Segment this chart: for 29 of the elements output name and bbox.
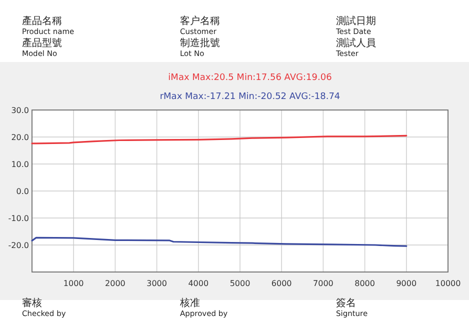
x-tick-label: 3000 xyxy=(146,279,167,288)
text: 產品名稱 xyxy=(22,15,62,27)
x-tick-label: 10000 xyxy=(435,279,461,288)
text: 測試日期 xyxy=(336,15,376,27)
x-tick-label: 4000 xyxy=(188,279,209,288)
text: 客户名稱 xyxy=(180,15,220,27)
x-tick-label: 8000 xyxy=(354,279,375,288)
y-tick-label: -10.0 xyxy=(8,214,29,223)
x-tick-label: 1000 xyxy=(63,279,84,288)
x-tick-label: 2000 xyxy=(105,279,126,288)
x-tick-label: 5000 xyxy=(230,279,250,288)
x-tick-label: 7000 xyxy=(313,279,334,288)
y-tick-label: 30.0 xyxy=(11,106,29,115)
y-tick-label: 20.0 xyxy=(11,133,29,142)
x-tick-label: 9000 xyxy=(396,279,417,288)
y-tick-label: -20.0 xyxy=(8,241,29,250)
text: 核准 xyxy=(179,297,200,309)
text: 制造批號 xyxy=(180,37,220,49)
text: 簽名 xyxy=(336,297,356,309)
y-tick-label: 10.0 xyxy=(11,160,29,169)
text: iMax Max:20.5 Min:17.56 AVG:19.06 xyxy=(168,73,332,83)
y-tick-label: 0.0 xyxy=(16,187,29,196)
text: 產品型號 xyxy=(22,37,62,49)
line-series xyxy=(31,236,408,247)
text: 審核 xyxy=(22,297,42,309)
text: 測試人員 xyxy=(336,37,376,49)
text: rMax Max:-17.21 Min:-20.52 AVG:-18.74 xyxy=(160,92,340,102)
x-tick-label: 6000 xyxy=(271,279,292,288)
line-series xyxy=(31,134,408,144)
